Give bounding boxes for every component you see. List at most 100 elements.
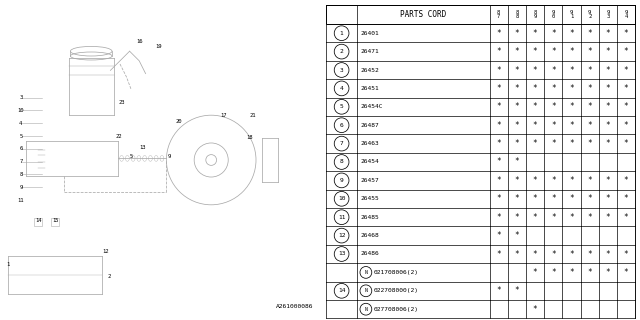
Text: 8: 8 bbox=[340, 159, 344, 164]
Text: *: * bbox=[497, 29, 501, 38]
Text: *: * bbox=[551, 194, 556, 203]
Text: *: * bbox=[497, 231, 501, 240]
Text: *: * bbox=[515, 47, 519, 56]
Text: *: * bbox=[569, 29, 574, 38]
Text: *: * bbox=[515, 102, 519, 111]
Text: *: * bbox=[532, 102, 538, 111]
Text: *: * bbox=[569, 213, 574, 222]
Text: *: * bbox=[497, 157, 501, 166]
Text: 2: 2 bbox=[107, 274, 111, 279]
Text: *: * bbox=[624, 121, 628, 130]
Text: *: * bbox=[624, 139, 628, 148]
Text: *: * bbox=[515, 29, 519, 38]
Text: 14: 14 bbox=[338, 288, 346, 293]
Text: *: * bbox=[532, 213, 538, 222]
Text: *: * bbox=[569, 268, 574, 277]
Text: *: * bbox=[569, 139, 574, 148]
Text: *: * bbox=[497, 102, 501, 111]
Text: 12: 12 bbox=[102, 249, 109, 254]
Text: 15: 15 bbox=[52, 218, 60, 223]
Text: 20: 20 bbox=[176, 119, 182, 124]
Text: 26463: 26463 bbox=[360, 141, 379, 146]
Text: *: * bbox=[605, 66, 610, 75]
Text: 027708006(2): 027708006(2) bbox=[373, 307, 419, 312]
Text: *: * bbox=[497, 66, 501, 75]
Text: 5: 5 bbox=[340, 104, 344, 109]
Text: *: * bbox=[605, 102, 610, 111]
Text: *: * bbox=[624, 29, 628, 38]
Text: *: * bbox=[515, 121, 519, 130]
Text: *: * bbox=[497, 121, 501, 130]
Text: 11: 11 bbox=[338, 215, 346, 220]
Text: *: * bbox=[515, 231, 519, 240]
Text: 5: 5 bbox=[19, 133, 22, 139]
Text: 26457: 26457 bbox=[360, 178, 379, 183]
Text: *: * bbox=[551, 47, 556, 56]
Text: *: * bbox=[605, 84, 610, 93]
Text: 9
3: 9 3 bbox=[606, 10, 609, 19]
Text: *: * bbox=[569, 194, 574, 203]
Text: 8
7: 8 7 bbox=[497, 10, 500, 19]
Text: *: * bbox=[551, 213, 556, 222]
Text: *: * bbox=[551, 29, 556, 38]
Text: *: * bbox=[569, 121, 574, 130]
Text: *: * bbox=[588, 213, 592, 222]
Text: *: * bbox=[532, 139, 538, 148]
Text: 26487: 26487 bbox=[360, 123, 379, 128]
Text: *: * bbox=[588, 47, 592, 56]
Text: *: * bbox=[605, 139, 610, 148]
Text: 9
2: 9 2 bbox=[588, 10, 591, 19]
Text: *: * bbox=[515, 213, 519, 222]
Text: 26454C: 26454C bbox=[360, 104, 383, 109]
Text: *: * bbox=[588, 139, 592, 148]
Text: *: * bbox=[588, 29, 592, 38]
Text: *: * bbox=[624, 250, 628, 259]
Text: *: * bbox=[497, 139, 501, 148]
Bar bbox=[51, 218, 59, 226]
Text: *: * bbox=[497, 286, 501, 295]
Text: 26401: 26401 bbox=[360, 31, 379, 36]
Text: 4: 4 bbox=[340, 86, 344, 91]
Text: *: * bbox=[588, 121, 592, 130]
Text: 7: 7 bbox=[340, 141, 344, 146]
Text: *: * bbox=[569, 102, 574, 111]
Text: *: * bbox=[497, 194, 501, 203]
Text: *: * bbox=[605, 29, 610, 38]
Text: 4: 4 bbox=[19, 121, 22, 126]
Text: *: * bbox=[515, 250, 519, 259]
Text: *: * bbox=[588, 66, 592, 75]
Text: 13: 13 bbox=[139, 145, 146, 150]
Text: N: N bbox=[364, 288, 367, 293]
Text: 9: 9 bbox=[168, 154, 172, 159]
Text: 8
8: 8 8 bbox=[515, 10, 518, 19]
Text: 11: 11 bbox=[17, 197, 24, 203]
Text: *: * bbox=[624, 66, 628, 75]
Text: 14: 14 bbox=[35, 218, 42, 223]
Text: 12: 12 bbox=[338, 233, 346, 238]
Text: *: * bbox=[624, 194, 628, 203]
Text: 021708006(2): 021708006(2) bbox=[373, 270, 419, 275]
Text: 16: 16 bbox=[136, 39, 143, 44]
Text: 6: 6 bbox=[19, 146, 22, 151]
Text: *: * bbox=[551, 139, 556, 148]
Text: *: * bbox=[532, 268, 538, 277]
Text: *: * bbox=[588, 176, 592, 185]
Text: 19: 19 bbox=[155, 44, 162, 49]
Text: *: * bbox=[569, 47, 574, 56]
Text: *: * bbox=[569, 66, 574, 75]
Text: *: * bbox=[605, 194, 610, 203]
Text: *: * bbox=[551, 102, 556, 111]
Text: 1: 1 bbox=[340, 31, 344, 36]
Text: *: * bbox=[497, 47, 501, 56]
Text: 9
4: 9 4 bbox=[625, 10, 628, 19]
Text: *: * bbox=[532, 176, 538, 185]
Text: 8: 8 bbox=[19, 172, 22, 177]
Text: 1: 1 bbox=[6, 261, 10, 267]
Text: *: * bbox=[588, 102, 592, 111]
Text: 18: 18 bbox=[246, 135, 253, 140]
Text: *: * bbox=[532, 66, 538, 75]
Text: *: * bbox=[605, 213, 610, 222]
Text: *: * bbox=[588, 194, 592, 203]
Text: 2: 2 bbox=[340, 49, 344, 54]
Text: *: * bbox=[569, 176, 574, 185]
